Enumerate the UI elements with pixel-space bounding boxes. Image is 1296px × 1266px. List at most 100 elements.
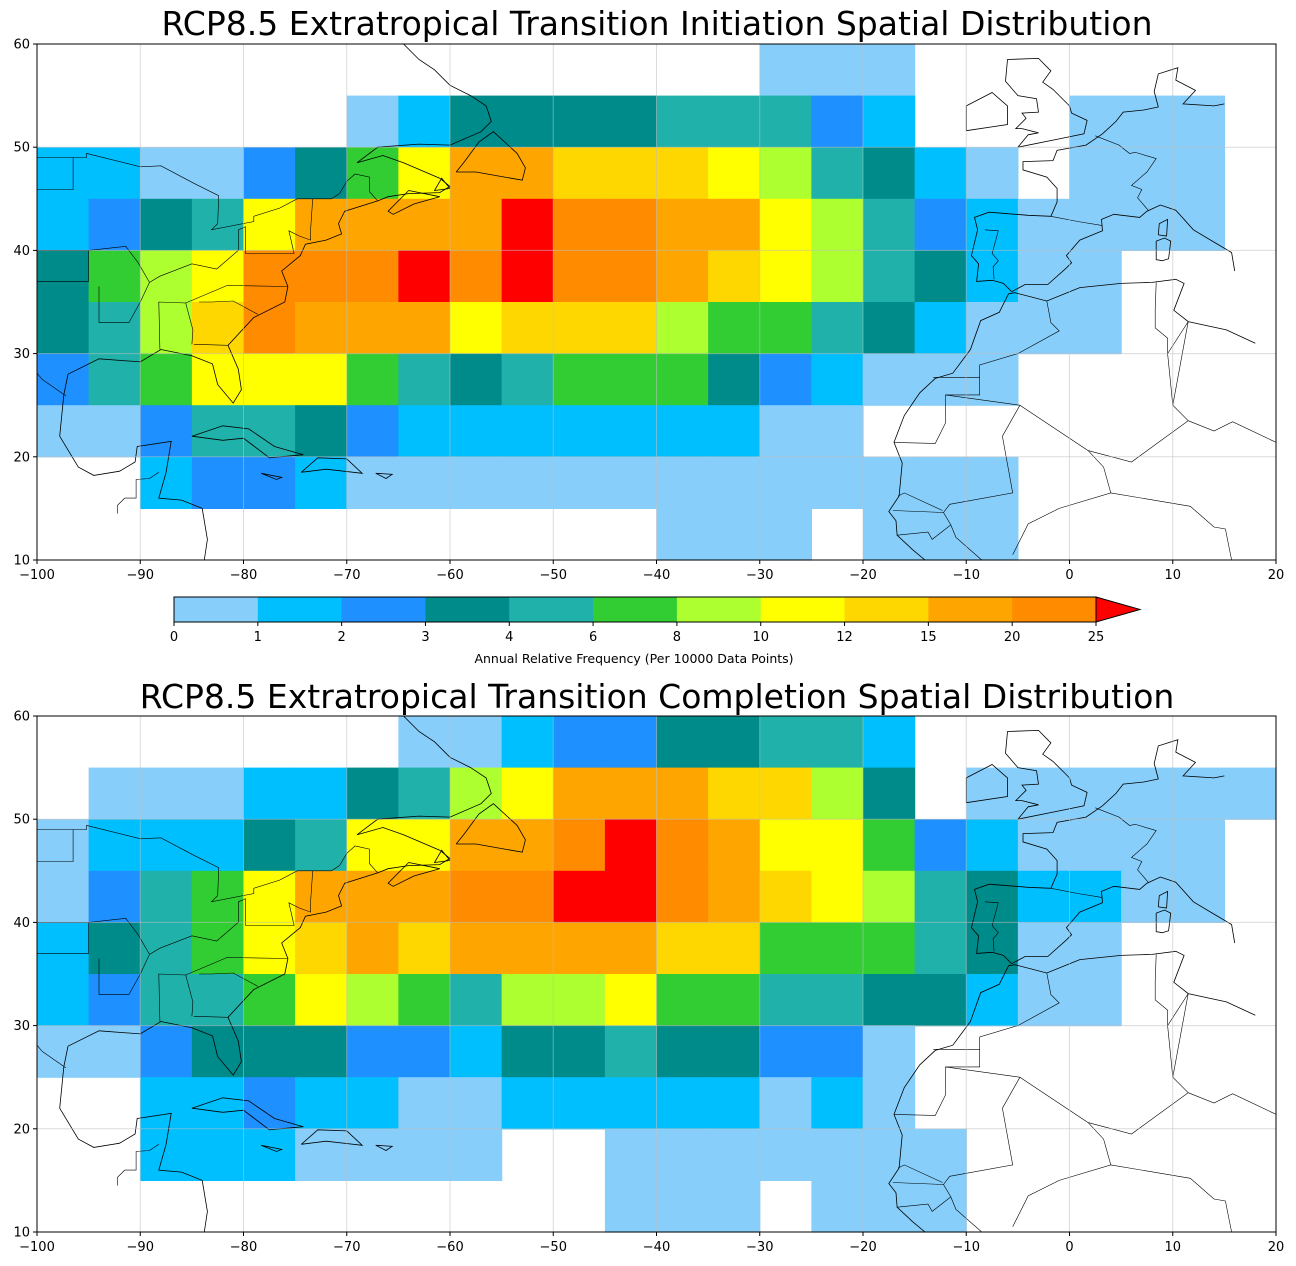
heatmap-cell (295, 353, 348, 406)
heatmap-cell (604, 974, 658, 1027)
heatmap-cell (1172, 147, 1225, 200)
border-line (1050, 216, 1103, 226)
border-line (897, 1196, 951, 1212)
border-line (117, 1144, 159, 1186)
heatmap-cell (604, 353, 658, 406)
heatmap-cell (863, 1077, 916, 1130)
heatmap-cell (450, 250, 503, 303)
heatmap-cell (37, 198, 90, 251)
heatmap-cell (604, 302, 658, 355)
border-line (1167, 993, 1189, 1026)
colorbar: 0 1 2 3 4 6 8 10 12 15 20 25 (170, 596, 1142, 645)
y-tick-label: 20 (13, 1122, 30, 1137)
heatmap-cell (863, 870, 916, 923)
heatmap-cell (501, 353, 554, 406)
heatmap-cell (811, 1077, 864, 1130)
heatmap-cell (759, 1025, 812, 1078)
heatmap-cell (191, 1077, 245, 1130)
heatmap-cell (759, 353, 812, 406)
heatmap-cell (656, 250, 709, 303)
heatmap-cell (811, 1180, 864, 1233)
heatmap-cell (553, 405, 606, 458)
heatmap-cell (243, 405, 296, 458)
heatmap-cell (88, 922, 141, 975)
coastline (1011, 204, 1236, 293)
colorbar-tick-label: 1 (254, 630, 262, 645)
colorbar-segment (593, 597, 678, 622)
heatmap-cell (1017, 198, 1071, 251)
heatmap-cell (398, 250, 451, 303)
heatmap-cell (656, 95, 709, 148)
heatmap-cell (708, 508, 761, 561)
heatmap-cell (295, 302, 348, 355)
heatmap-cell (914, 456, 967, 509)
heatmap-cell (450, 922, 503, 975)
heatmap-cell (863, 508, 916, 561)
heatmap-cell (553, 819, 606, 872)
coastline (1008, 950, 1256, 1016)
coastline (301, 457, 364, 474)
heatmap-cell (398, 974, 451, 1027)
x-tick-label: −90 (127, 568, 154, 583)
heatmap-cell (656, 198, 709, 251)
heatmap-cell (604, 147, 658, 200)
heatmap-cell (553, 250, 606, 303)
heatmap-cell (243, 922, 296, 975)
heatmap-cell (295, 198, 348, 251)
heatmap-cell (243, 767, 296, 820)
border-line (892, 1182, 944, 1185)
heatmap-cell (243, 870, 296, 923)
heatmap-cell (346, 405, 399, 458)
heatmap-cell (553, 716, 606, 769)
heatmap-cell (140, 870, 193, 923)
heatmap-cell (863, 1128, 916, 1181)
heatmap-cell (553, 974, 606, 1027)
heatmap-cell (604, 819, 658, 872)
colorbar-extend-arrow (1095, 596, 1142, 623)
heatmap-cell (1017, 767, 1071, 820)
heatmap-cell (759, 44, 812, 97)
heatmap-cell (88, 147, 141, 200)
heatmap-cell (1121, 870, 1174, 923)
heatmap-cell (37, 250, 90, 303)
heatmap-cell (708, 198, 761, 251)
heatmap-cell (398, 95, 451, 148)
y-tick-label: 10 (13, 554, 30, 569)
heatmap-cell (863, 922, 916, 975)
heatmap-cell (811, 44, 864, 97)
heatmap-cell (604, 456, 658, 509)
coastline (375, 1144, 394, 1151)
heatmap-cell (811, 716, 864, 769)
coastline (455, 131, 526, 181)
heatmap-cell (88, 767, 141, 820)
heatmap-cell (295, 405, 348, 458)
heatmap-cell (553, 198, 606, 251)
heatmap-cell (1121, 95, 1174, 148)
coastline (387, 862, 440, 887)
heatmap-cell (811, 456, 864, 509)
heatmap-cell (37, 819, 90, 872)
heatmap-cell (346, 974, 399, 1027)
colorbar-segment (257, 597, 343, 622)
heatmap-cell (191, 250, 245, 303)
heatmap-cell (759, 767, 812, 820)
heatmap-cell (656, 1180, 709, 1233)
heatmap-cell (604, 198, 658, 251)
border-line (193, 344, 229, 346)
heatmap-cell (708, 767, 761, 820)
coastline (59, 1046, 208, 1232)
heatmap-cell (1017, 250, 1071, 303)
heatmap-cell (553, 1025, 606, 1078)
heatmap-cell (759, 870, 812, 923)
heatmap-cell (346, 819, 399, 872)
x-tick-label: −80 (230, 1240, 257, 1255)
heatmap-cell (243, 198, 296, 251)
heatmap-cell (553, 456, 606, 509)
heatmap-cell (1017, 922, 1071, 975)
border-line (37, 157, 74, 190)
heatmap-cell (656, 1025, 709, 1078)
heatmap-cell (501, 716, 554, 769)
heatmap-cell (450, 1025, 503, 1078)
heatmap-cell (450, 1128, 503, 1181)
